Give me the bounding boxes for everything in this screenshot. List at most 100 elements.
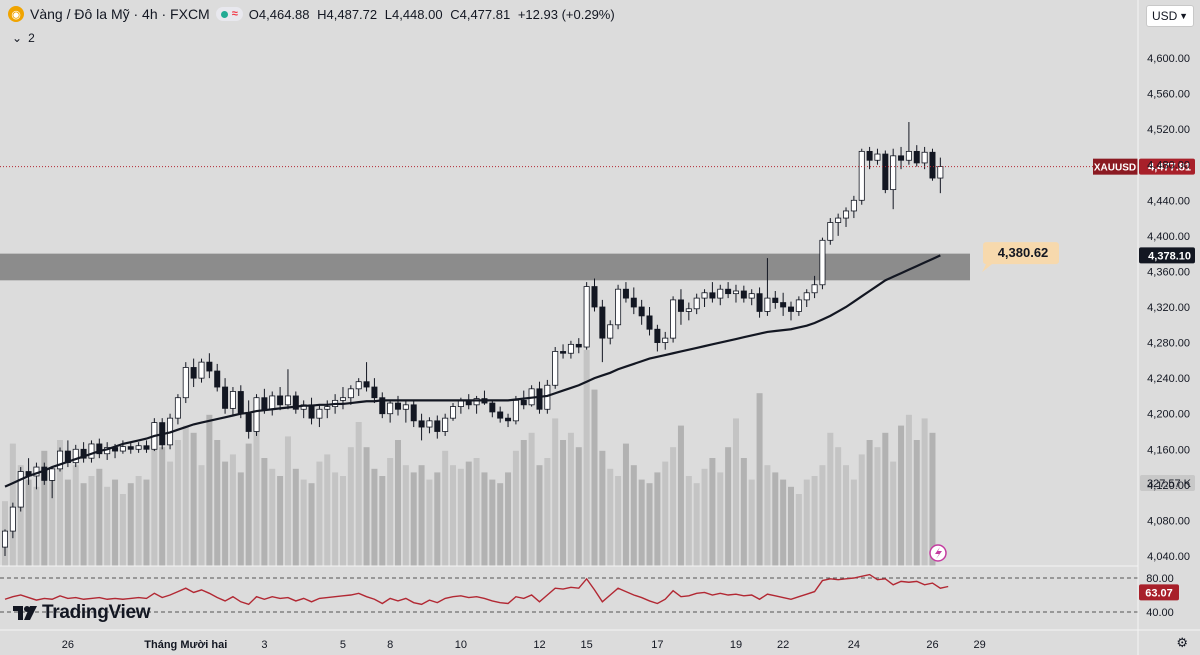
price-tick-label: 4,600.00 bbox=[1147, 53, 1190, 65]
volume-bar bbox=[57, 440, 64, 566]
candle-down bbox=[292, 395, 299, 410]
rsi-value-bg bbox=[1139, 584, 1179, 601]
candle-up bbox=[811, 284, 818, 294]
candle-up bbox=[693, 297, 700, 310]
volume-bar bbox=[866, 440, 873, 566]
candle-down bbox=[237, 391, 244, 415]
last-price-label: 4,477.81 bbox=[1148, 162, 1191, 174]
candle-up bbox=[850, 199, 857, 212]
volume-bar bbox=[174, 440, 181, 566]
candle-down bbox=[866, 150, 873, 161]
volume-bar bbox=[850, 479, 857, 566]
candle-down bbox=[536, 388, 543, 410]
volume-bar bbox=[261, 458, 268, 566]
volume-bar bbox=[497, 483, 504, 566]
indicators-toggle[interactable]: ⌄ 2 bbox=[12, 31, 35, 45]
volume-bar bbox=[528, 432, 535, 566]
candle-down bbox=[143, 445, 150, 450]
price-tick-label: 4,360.00 bbox=[1147, 266, 1190, 278]
time-tick-label: 26 bbox=[62, 639, 74, 651]
volume-bar bbox=[387, 458, 394, 566]
volume-bar bbox=[347, 447, 354, 566]
volume-bar bbox=[292, 468, 299, 566]
volume-bar bbox=[159, 447, 166, 566]
volume-bar bbox=[827, 432, 834, 566]
volume-bar bbox=[245, 443, 252, 566]
candle-up bbox=[473, 398, 480, 406]
candle-down bbox=[497, 411, 504, 419]
volume-bar bbox=[677, 425, 684, 566]
status-dot-icon bbox=[220, 10, 228, 18]
market-status[interactable]: ≈ bbox=[215, 7, 243, 21]
volume-bar bbox=[835, 447, 842, 566]
time-tick-label: 10 bbox=[455, 639, 467, 651]
volume-bar bbox=[874, 447, 881, 566]
volume-bar bbox=[575, 447, 582, 566]
volume-bar bbox=[685, 476, 692, 566]
candle-up bbox=[795, 299, 802, 312]
volume-bar bbox=[355, 422, 362, 566]
volume-bar bbox=[112, 479, 119, 566]
volume-bar bbox=[198, 465, 205, 566]
candle-up bbox=[764, 297, 771, 312]
time-tick-label: 26 bbox=[926, 639, 938, 651]
volume-bar bbox=[379, 476, 386, 566]
volume-bar bbox=[858, 454, 865, 566]
symbol-tag-bg bbox=[1093, 158, 1138, 175]
candle-up bbox=[662, 337, 669, 343]
time-tick-label: 24 bbox=[848, 639, 860, 651]
volume-bar bbox=[426, 479, 433, 566]
price-change: +12.93 (+0.29%) bbox=[517, 6, 615, 22]
currency-select[interactable]: USD ▼ bbox=[1146, 5, 1194, 27]
candle-down bbox=[709, 292, 716, 299]
volume-bar bbox=[913, 440, 920, 566]
volume-bar bbox=[803, 479, 810, 566]
candle-up bbox=[426, 420, 433, 428]
volume-bar bbox=[277, 476, 284, 566]
volume-bar bbox=[167, 461, 174, 566]
candle-down bbox=[96, 443, 103, 455]
volume-bar bbox=[229, 454, 236, 566]
candle-up bbox=[2, 530, 8, 548]
candle-down bbox=[308, 404, 315, 419]
volume-bar bbox=[481, 472, 488, 566]
candle-down bbox=[599, 306, 606, 339]
volume-bar bbox=[905, 414, 912, 566]
candle-up bbox=[670, 299, 677, 339]
volume-bar bbox=[622, 443, 629, 566]
volume-bar bbox=[725, 447, 732, 566]
resistance-zone bbox=[0, 253, 970, 281]
candle-down bbox=[206, 361, 213, 372]
price-tick-label: 4,480.00 bbox=[1147, 160, 1190, 172]
candle-up bbox=[874, 153, 881, 161]
candle-up bbox=[9, 506, 16, 532]
symbol-legend[interactable]: ◉ Vàng / Đô la Mỹ · 4h · FXCM ≈ O4,464.8… bbox=[8, 6, 619, 22]
volume-bar bbox=[772, 472, 779, 566]
ma-price-label-bg bbox=[1139, 247, 1195, 264]
candle-up bbox=[685, 308, 692, 312]
volume-bar bbox=[151, 429, 158, 566]
volume-bar bbox=[395, 440, 401, 566]
candle-down bbox=[788, 306, 795, 312]
time-tick-label: 15 bbox=[581, 639, 593, 651]
candle-up bbox=[890, 155, 897, 191]
volume-bar bbox=[269, 468, 276, 566]
candle-down bbox=[80, 448, 87, 459]
candle-up bbox=[88, 443, 95, 459]
volume-bar bbox=[206, 414, 213, 566]
price-tick-label: 4,320.00 bbox=[1147, 302, 1190, 314]
volume-bar bbox=[890, 461, 897, 566]
tradingview-logo-icon bbox=[13, 606, 37, 620]
candle-up bbox=[905, 150, 912, 161]
volume-bar bbox=[717, 472, 724, 566]
candle-up bbox=[316, 408, 323, 419]
chevron-down-icon: ▼ bbox=[1179, 11, 1188, 21]
volume-bar bbox=[300, 479, 307, 566]
volume-bar bbox=[41, 450, 48, 566]
price-tick-label: 4,080.00 bbox=[1147, 515, 1190, 527]
chart-title[interactable]: Vàng / Đô la Mỹ · 4h · FXCM bbox=[30, 6, 210, 22]
settings-gear-icon[interactable]: ⚙ bbox=[1176, 635, 1188, 650]
volume-bar bbox=[25, 479, 32, 566]
volume-bar bbox=[332, 472, 339, 566]
